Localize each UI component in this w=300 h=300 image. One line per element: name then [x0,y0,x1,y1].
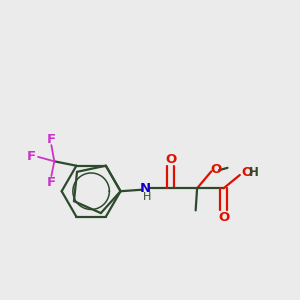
Text: N: N [140,182,151,195]
Text: F: F [47,133,56,146]
Text: H: H [143,192,152,202]
Text: F: F [27,149,36,163]
Text: H: H [249,166,259,179]
Text: O: O [218,211,229,224]
Text: O: O [210,164,222,176]
Text: O: O [165,153,176,166]
Text: F: F [47,176,56,189]
Text: O: O [242,166,253,179]
